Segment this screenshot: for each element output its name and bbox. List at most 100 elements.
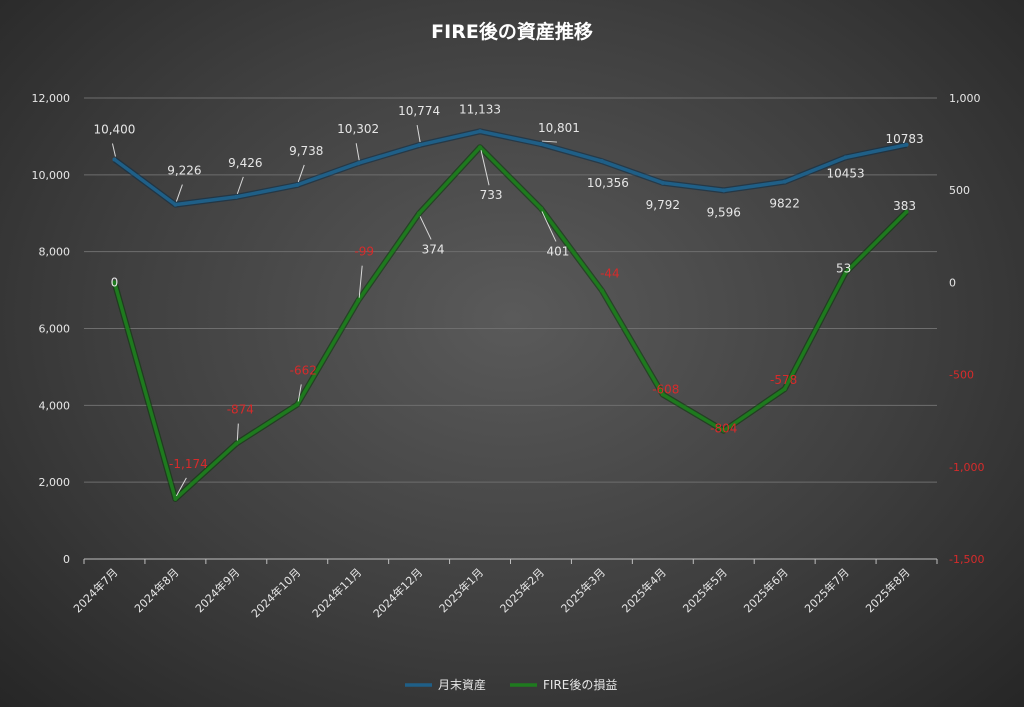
pl-data-label: 374 <box>422 242 445 256</box>
pl-data-label: -804 <box>710 422 737 436</box>
point-assets <box>234 194 239 199</box>
assets-data-label: 10783 <box>885 132 923 146</box>
y-right-tick-label: -1,500 <box>949 553 984 566</box>
y-right-tick-label: -500 <box>949 369 974 382</box>
x-tick-label: 2024年9月 <box>192 565 242 615</box>
point-pl <box>112 280 117 285</box>
point-assets <box>843 155 848 160</box>
assets-data-label: 10,356 <box>587 176 629 190</box>
assets-leader-line <box>236 176 244 195</box>
point-pl <box>356 298 361 303</box>
assets-leader-line <box>541 140 557 143</box>
grid-layer <box>84 97 937 483</box>
pl-data-label: 733 <box>480 188 503 202</box>
assets-data-label: 10,400 <box>93 122 135 136</box>
x-tick-label: 2025年6月 <box>741 565 791 615</box>
pl-data-label: 0 <box>111 275 119 289</box>
pl-data-label: -608 <box>652 383 679 397</box>
point-assets <box>356 161 361 166</box>
assets-leader-line <box>111 143 116 157</box>
point-assets <box>295 182 300 187</box>
series-line-assets <box>113 129 907 207</box>
point-pl <box>295 402 300 407</box>
x-tick-label: 2025年1月 <box>436 565 486 615</box>
assets-data-label: 10,801 <box>538 121 580 135</box>
chart-title: FIRE後の資産推移 <box>431 20 593 43</box>
y-right-tick-label: 1,000 <box>949 92 981 105</box>
y-left-tick-label: 2,000 <box>39 476 71 489</box>
pl-leader-line <box>297 384 302 402</box>
y-right-tick-label: 0 <box>949 276 956 289</box>
legend-label-assets: 月末資産 <box>438 677 486 692</box>
x-tick-label: 2024年10月 <box>248 565 303 620</box>
legend-label-pl: FIRE後の損益 <box>543 677 617 692</box>
x-tick-label: 2025年2月 <box>497 565 547 615</box>
point-assets <box>721 188 726 193</box>
assets-data-label: 10,302 <box>337 122 379 136</box>
pl-data-label: 53 <box>836 262 851 276</box>
pl-data-label: -662 <box>290 363 317 377</box>
y-left-tick-label: 8,000 <box>39 246 71 259</box>
assets-data-label: 9,792 <box>646 198 680 212</box>
x-tick-label: 2025年5月 <box>680 565 730 615</box>
x-tick-label: 2024年8月 <box>131 565 181 615</box>
pl-data-label: -1,174 <box>169 457 208 471</box>
y-left-tick-label: 6,000 <box>39 323 71 336</box>
x-tick-label: 2025年8月 <box>862 565 912 615</box>
pl-data-label: 383 <box>893 199 916 213</box>
x-tick-label: 2024年11月 <box>309 565 364 620</box>
assets-leader-line <box>175 184 183 202</box>
assets-data-label: 9,596 <box>707 205 741 219</box>
assets-data-label: 11,133 <box>459 102 501 116</box>
pl-leader-line <box>236 423 239 441</box>
pl-leader-line <box>541 211 557 242</box>
data-label-layer: 10,400 9,226 9,426 9,738 10,302 10,774 11,133 1… <box>93 102 924 497</box>
pl-leader-line <box>358 265 363 298</box>
x-tick-label: 2024年7月 <box>70 565 120 615</box>
point-assets <box>599 159 604 164</box>
point-assets <box>478 129 483 134</box>
point-pl <box>173 496 178 501</box>
assets-data-label: 10,774 <box>398 104 440 118</box>
assets-leader-line <box>416 125 421 143</box>
point-pl <box>478 145 483 150</box>
pl-data-label: -874 <box>227 403 254 417</box>
assets-leader-line <box>355 143 360 161</box>
point-pl <box>599 288 604 293</box>
point-assets <box>538 142 543 147</box>
x-tick-label: 2024年12月 <box>370 565 425 620</box>
y-right-tick-label: 500 <box>949 184 970 197</box>
point-pl <box>660 392 665 397</box>
series-line-pl <box>112 145 908 501</box>
point-assets <box>417 143 422 148</box>
point-pl <box>417 211 422 216</box>
point-pl <box>843 270 848 275</box>
y-left-tick-label: 10,000 <box>32 169 71 182</box>
y-left-tick-label: 12,000 <box>32 92 71 105</box>
assets-data-label: 9,738 <box>289 144 323 158</box>
pl-data-label: -44 <box>600 267 620 281</box>
y-right-tick-label: -1,000 <box>949 461 984 474</box>
series-layer <box>111 128 909 502</box>
point-assets <box>782 179 787 184</box>
point-assets <box>904 142 909 147</box>
x-tick-label: 2025年4月 <box>619 565 669 615</box>
point-assets <box>660 180 665 185</box>
point-assets <box>112 157 117 162</box>
assets-leader-line <box>297 164 305 183</box>
y-left-tick-label: 0 <box>63 553 70 566</box>
point-pl <box>538 206 543 211</box>
point-pl <box>721 428 726 433</box>
pl-data-label: 401 <box>547 244 570 258</box>
legend: 月末資産 FIRE後の損益 <box>405 677 617 692</box>
pl-data-label: -99 <box>354 245 374 259</box>
pl-leader-line <box>175 477 187 497</box>
pl-leader-line <box>419 216 432 240</box>
assets-data-label: 9,226 <box>167 164 201 178</box>
pl-leader-line <box>480 150 490 186</box>
point-pl <box>782 386 787 391</box>
assets-data-label: 9822 <box>769 197 800 211</box>
x-tick-label: 2025年3月 <box>558 565 608 615</box>
